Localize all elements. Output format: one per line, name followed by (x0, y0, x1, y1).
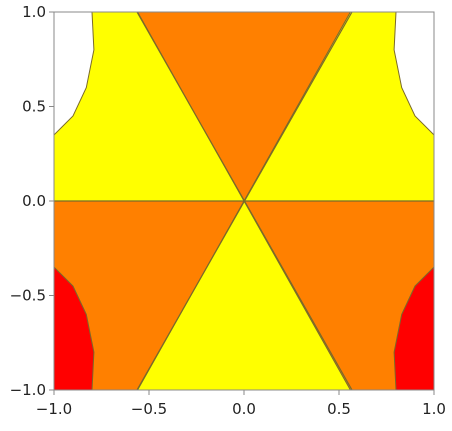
y-tick-label: −1.0 (10, 381, 46, 399)
y-tick-label: −0.5 (10, 287, 46, 305)
region-red-5 (54, 266, 95, 390)
x-tick-label: 0.5 (327, 400, 351, 418)
y-tick-label: 0.5 (22, 98, 46, 116)
region-white-3 (54, 12, 95, 136)
contour-regions (54, 12, 434, 390)
x-tick-label: −0.5 (131, 400, 167, 418)
contour-line-diagonal-right (136, 11, 353, 391)
region-red-6 (393, 266, 434, 390)
x-tick-label: 0.0 (232, 400, 256, 418)
x-tick-label: 1.0 (422, 400, 446, 418)
region-white-4 (393, 12, 434, 136)
x-axis: −1.0 −0.5 0.0 0.5 1.0 (36, 390, 446, 418)
x-tick-label: −1.0 (36, 400, 72, 418)
y-tick-label: 1.0 (22, 3, 46, 21)
y-axis: 1.0 0.5 0.0 −0.5 −1.0 (10, 3, 54, 399)
y-tick-label: 0.0 (22, 192, 46, 210)
